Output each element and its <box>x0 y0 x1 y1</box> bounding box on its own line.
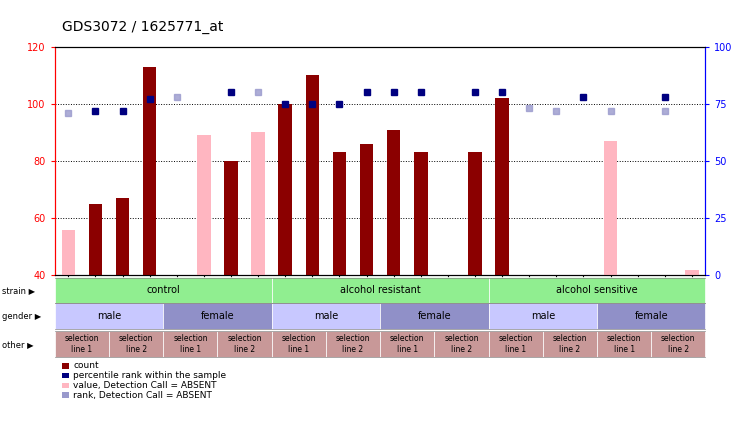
Bar <box>115 198 129 275</box>
Text: percentile rank within the sample: percentile rank within the sample <box>73 371 226 380</box>
Bar <box>306 75 319 275</box>
Bar <box>224 161 238 275</box>
Bar <box>604 141 617 275</box>
Text: rank, Detection Call = ABSENT: rank, Detection Call = ABSENT <box>73 391 212 400</box>
Bar <box>143 67 156 275</box>
Text: selection
line 2: selection line 2 <box>553 334 587 354</box>
Bar <box>197 135 211 275</box>
Bar <box>414 152 428 275</box>
Text: GDS3072 / 1625771_at: GDS3072 / 1625771_at <box>62 20 224 34</box>
Text: count: count <box>73 361 99 370</box>
Bar <box>333 152 346 275</box>
Text: control: control <box>146 285 180 295</box>
Text: selection
line 2: selection line 2 <box>336 334 371 354</box>
Text: alcohol resistant: alcohol resistant <box>340 285 420 295</box>
Bar <box>496 98 509 275</box>
Text: strain ▶: strain ▶ <box>2 286 35 295</box>
Text: gender ▶: gender ▶ <box>2 312 42 321</box>
Bar <box>685 270 699 275</box>
Text: selection
line 2: selection line 2 <box>444 334 479 354</box>
Text: selection
line 1: selection line 1 <box>64 334 99 354</box>
Text: male: male <box>97 311 121 321</box>
Bar <box>469 152 482 275</box>
Text: selection
line 2: selection line 2 <box>661 334 696 354</box>
Text: male: male <box>314 311 338 321</box>
Text: other ▶: other ▶ <box>2 340 34 349</box>
Text: female: female <box>201 311 234 321</box>
Text: selection
line 1: selection line 1 <box>281 334 316 354</box>
Text: selection
line 2: selection line 2 <box>119 334 154 354</box>
Bar <box>360 144 374 275</box>
Text: alcohol sensitive: alcohol sensitive <box>556 285 637 295</box>
Text: selection
line 1: selection line 1 <box>173 334 208 354</box>
Bar <box>251 132 265 275</box>
Text: selection
line 2: selection line 2 <box>227 334 262 354</box>
Text: selection
line 1: selection line 1 <box>390 334 425 354</box>
Text: female: female <box>417 311 451 321</box>
Text: value, Detection Call = ABSENT: value, Detection Call = ABSENT <box>73 381 216 390</box>
Text: female: female <box>635 311 668 321</box>
Bar <box>88 204 102 275</box>
Bar <box>279 104 292 275</box>
Text: selection
line 1: selection line 1 <box>499 334 533 354</box>
Bar <box>61 230 75 275</box>
Text: selection
line 1: selection line 1 <box>607 334 641 354</box>
Bar <box>387 130 401 275</box>
Text: male: male <box>531 311 555 321</box>
